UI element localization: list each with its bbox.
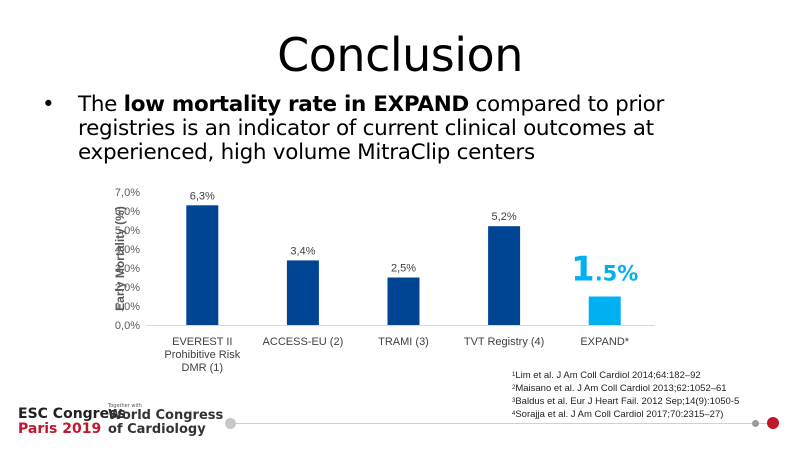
bar — [286, 260, 319, 325]
y-tick-label: 4,0% — [115, 244, 140, 256]
reference-text: Baldus et al. Eur J Heart Fail. 2012 Sep… — [515, 396, 740, 407]
reference-number: 2 — [512, 385, 516, 391]
mortality-bar-chart: 0,0% 1,0% 2,0% 3,0% 4,0% 5,0% 6,0% 7,0% Early M… — [113, 187, 655, 374]
reference-item: 2Maisano et al. J Am Coll Cardiol 2013;6… — [512, 382, 739, 395]
bars-group: 6,3% 3,4% 2,5% 5,2% 1.5% — [186, 190, 638, 325]
bar-value-label: 5,2% — [492, 211, 517, 223]
timeline-red-dot — [767, 417, 779, 429]
bar-value-label-highlight: 1.5% — [571, 250, 638, 290]
y-axis: 0,0% 1,0% 2,0% 3,0% 4,0% 5,0% 6,0% 7,0% — [115, 187, 140, 332]
x-tick-label: TVT Registry (4) — [464, 336, 544, 348]
highlight-rest: .5% — [595, 262, 639, 286]
timeline-grey-dot — [752, 420, 759, 427]
bullet-text-part2: compared to prior registries is an indic… — [78, 92, 665, 165]
bar-value-label: 6,3% — [190, 190, 215, 202]
bar — [488, 226, 521, 325]
timeline-start-dot — [225, 418, 236, 429]
bullet-icon: • — [42, 92, 55, 117]
footer-timeline — [226, 423, 774, 424]
reference-text: Lim et al. J Am Coll Cardiol 2014;64:182… — [515, 370, 701, 381]
x-tick-label: DMR (1) — [182, 362, 224, 374]
x-tick-label: TRAMI (3) — [378, 336, 429, 348]
slide-title: Conclusion — [277, 28, 523, 82]
bar — [186, 205, 219, 325]
esc-line2: Paris 2019 — [18, 421, 102, 437]
reference-text: Sorajja et al. J Am Coll Cardiol 2017;70… — [515, 409, 724, 420]
y-tick-label: 6,0% — [115, 206, 140, 218]
reference-item: 4Sorajja et al. J Am Coll Cardiol 2017;7… — [512, 408, 739, 421]
reference-text: Maisano et al. J Am Coll Cardiol 2013;62… — [515, 383, 727, 394]
y-tick-label: 2,0% — [115, 282, 140, 294]
esc-line1: ESC Congress — [18, 406, 126, 422]
wcc-line2: of Cardiology — [108, 422, 206, 437]
bullet-text: The low mortality rate in EXPAND compare… — [78, 93, 718, 165]
x-tick-label: EXPAND* — [580, 336, 629, 348]
y-tick-label: 0,0% — [115, 320, 140, 332]
bar — [387, 277, 420, 325]
wcc-line1: World Congress — [108, 408, 224, 423]
wcc-logo: Together with World Congress of Cardiolo… — [108, 403, 223, 437]
reference-number: 1 — [512, 372, 516, 378]
reference-item: 1Lim et al. J Am Coll Cardiol 2014;64:18… — [512, 369, 739, 382]
y-tick-label: 3,0% — [115, 263, 140, 275]
together-with: Together with — [108, 403, 142, 409]
bar-value-label: 3,4% — [290, 245, 315, 257]
bar-value-label: 2,5% — [391, 263, 416, 275]
bar — [588, 296, 621, 325]
reference-number: 3 — [512, 398, 516, 404]
reference-number: 4 — [512, 411, 516, 417]
x-tick-label: EVEREST II — [172, 336, 232, 348]
x-tick-label: ACCESS-EU (2) — [263, 336, 344, 348]
references: 1Lim et al. J Am Coll Cardiol 2014;64:18… — [512, 369, 739, 421]
reference-item: 3Baldus et al. Eur J Heart Fail. 2012 Se… — [512, 395, 739, 408]
highlight-digit: 1 — [571, 250, 595, 290]
y-tick-label: 1,0% — [115, 301, 140, 313]
y-axis-label: Early Mortality (%) — [113, 206, 127, 311]
bullet-text-part1: The — [78, 92, 124, 117]
bullet-text-bold: low mortality rate in EXPAND — [123, 92, 470, 117]
y-tick-label: 5,0% — [115, 225, 140, 237]
esc-congress-logo: ESC Congress Paris 2019 — [18, 407, 126, 437]
y-tick-label: 7,0% — [115, 187, 140, 199]
x-tick-label: Prohibitive Risk — [164, 349, 240, 361]
